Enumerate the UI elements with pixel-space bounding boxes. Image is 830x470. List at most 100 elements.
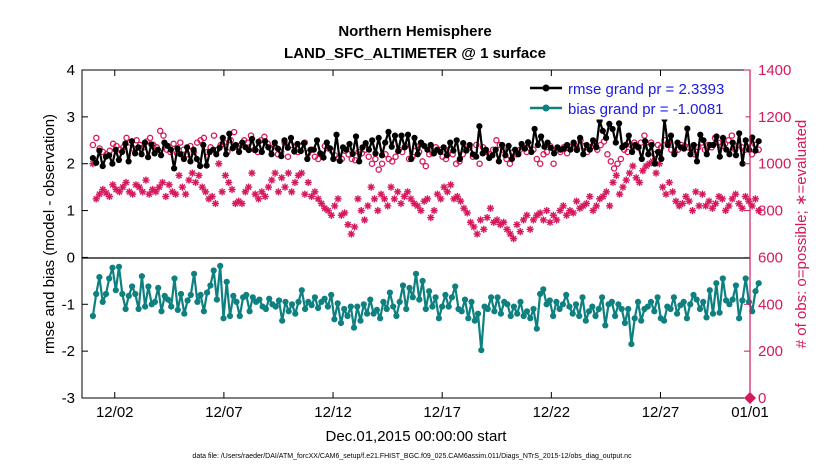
bias-point [311,294,318,301]
bias-point [109,264,116,271]
rmse-point [544,139,551,146]
rmse-point [703,151,710,158]
bias-point [618,305,625,313]
rmse-point [473,153,480,160]
rmse-point [378,152,386,159]
rmse-point [612,139,619,146]
obs-evaluated-point [245,183,253,191]
bias-point [736,315,743,322]
obs-evaluated-stroke [566,207,574,214]
obs-possible-point [210,132,218,139]
bias-point [445,303,452,310]
obs-evaluated-stroke [503,226,511,233]
rmse-point [274,145,282,152]
obs-evaluated-stroke [262,193,269,200]
bias-point [700,298,707,305]
obs-evaluated-stroke [639,167,646,174]
obs-evaluated-point [139,188,147,196]
right-y-tick-label: 600 [758,249,783,266]
obs-evaluated-point [215,160,223,168]
bias-point [191,270,198,277]
bias-point [412,270,420,277]
obs-evaluated-point [145,190,153,198]
rmse-point [96,147,103,154]
rmse-point [638,155,645,163]
bias-point [540,286,547,293]
obs-evaluated-point [725,202,733,210]
legend-rmse-marker [542,84,550,92]
rmse-point [547,144,555,151]
bias-point [373,306,380,313]
obs-evaluated-point [466,218,475,226]
rmse-point [551,150,558,157]
bias-point [164,296,172,303]
rmse-point [132,150,139,157]
obs-evaluated-stroke [305,179,312,186]
bias-point [390,303,397,310]
obs-evaluated-stroke [583,200,590,207]
rmse-point [466,141,473,149]
bias-point [729,296,736,303]
bias-point [171,275,178,282]
obs-evaluated-stroke [437,195,444,202]
bias-point [625,305,632,313]
obs-evaluated-point [384,202,392,210]
rmse-point [684,125,691,132]
obs-evaluated-stroke [616,191,623,198]
rmse-point [739,160,746,167]
obs-evaluated-point [625,169,634,177]
obs-evaluated-stroke [679,200,686,207]
obs-evaluated-point [556,206,564,215]
obs-evaluated-point [258,188,266,196]
chart-title-line-2: LAND_SFC_ALTIMETER @ 1 surface [284,45,546,62]
obs-evaluated-stroke [278,174,285,181]
rmse-point [658,155,665,163]
rmse-point [226,130,233,137]
rmse-point [538,133,545,140]
bias-point [429,303,436,310]
bias-point [621,319,629,327]
obs-evaluated-stroke [185,177,193,184]
rmse-point [404,131,412,138]
rmse-point [476,123,483,130]
rmse-point [752,147,759,154]
bias-point [135,305,142,313]
rmse-point [648,141,655,149]
obs-evaluated-point [722,206,730,215]
bias-point [200,308,207,315]
rmse-point [616,120,623,127]
obs-evaluated-point [241,188,249,196]
obs-evaluated-point [407,195,415,203]
obs-evaluated-stroke [156,184,163,191]
bias-point [517,298,524,305]
rmse-point [252,147,259,154]
obs-evaluated-stroke [440,184,448,191]
obs-evaluated-stroke [106,193,113,200]
obs-evaluated-point [314,195,322,203]
obs-evaluated-point [622,176,630,184]
bias-point [687,301,694,308]
right-y-tick-label: 0 [758,390,766,407]
bias-point [168,303,175,310]
obs-evaluated-point [218,188,226,196]
bias-point [504,301,511,308]
obs-evaluated-point [516,228,524,236]
rmse-point [499,141,506,149]
obs-evaluated-stroke [553,216,560,224]
left-y-tick-label: 3 [67,109,75,126]
rmse-point [210,146,217,153]
obs-evaluated-stroke [712,200,719,207]
obs-evaluated-point [374,206,382,215]
rmse-point [359,144,366,151]
obs-evaluated-stroke [172,191,179,198]
rmse-point [606,120,613,127]
rmse-point [158,152,165,159]
bias-point [572,301,580,308]
obs-evaluated-point [678,199,687,208]
obs-evaluated-stroke [225,179,232,186]
obs-evaluated-point [718,195,726,203]
obs-evaluated-point [473,230,481,238]
left-y-tick-label: 4 [67,62,75,79]
bias-point [654,294,661,301]
obs-evaluated-point [493,216,501,224]
